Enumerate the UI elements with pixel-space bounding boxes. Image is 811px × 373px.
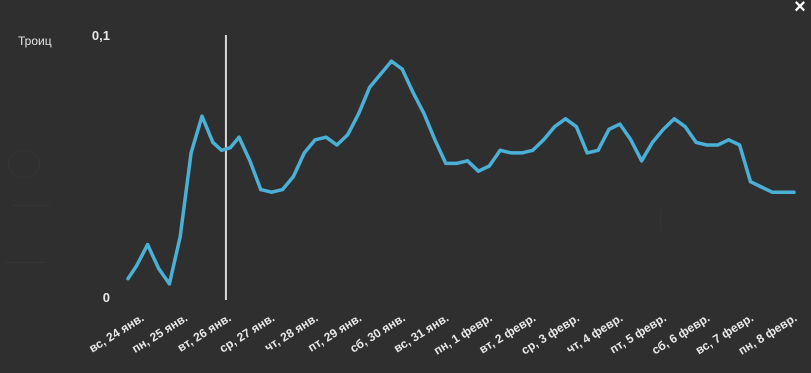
data-point[interactable] xyxy=(400,67,404,71)
data-point[interactable] xyxy=(661,127,666,131)
data-point[interactable] xyxy=(705,143,709,147)
data-point[interactable] xyxy=(716,143,720,147)
data-point[interactable] xyxy=(259,187,263,192)
data-point[interactable] xyxy=(476,169,481,173)
background-circle-decoration xyxy=(8,150,40,178)
data-point[interactable] xyxy=(585,151,589,155)
data-point[interactable] xyxy=(650,140,655,145)
close-icon[interactable]: × xyxy=(794,0,806,18)
data-point[interactable] xyxy=(455,161,459,165)
data-point[interactable] xyxy=(542,138,546,142)
data-point[interactable] xyxy=(694,140,698,145)
side-label: Троиц xyxy=(18,34,52,48)
data-point[interactable] xyxy=(563,117,568,121)
data-point[interactable] xyxy=(270,190,274,194)
data-point[interactable] xyxy=(248,159,252,163)
data-point[interactable] xyxy=(200,114,204,118)
data-point[interactable] xyxy=(126,277,130,281)
y-axis-ticks: 00,1 xyxy=(92,28,110,305)
data-point[interactable] xyxy=(552,125,557,129)
data-point[interactable] xyxy=(411,91,415,95)
data-point[interactable] xyxy=(135,263,139,268)
background-line-decoration xyxy=(660,210,661,230)
data-point[interactable] xyxy=(302,151,306,155)
data-point[interactable] xyxy=(237,135,241,139)
data-point[interactable] xyxy=(444,161,448,165)
data-point[interactable] xyxy=(465,159,470,163)
data-point[interactable] xyxy=(509,151,513,155)
data-point[interactable] xyxy=(792,190,796,194)
data-point[interactable] xyxy=(178,235,182,239)
data-point[interactable] xyxy=(145,243,150,247)
data-point[interactable] xyxy=(156,266,161,270)
data-point[interactable] xyxy=(727,138,731,142)
data-point[interactable] xyxy=(367,85,372,89)
data-point[interactable] xyxy=(228,146,232,150)
x-axis-ticks: вс, 24 янв.пн, 25 янв.вт, 26 янв.ср, 27 … xyxy=(86,311,799,358)
data-point[interactable] xyxy=(672,117,676,121)
data-point[interactable] xyxy=(487,164,491,168)
data-point[interactable] xyxy=(748,180,753,184)
data-point[interactable] xyxy=(683,125,687,129)
data-point[interactable] xyxy=(759,185,763,189)
data-point[interactable] xyxy=(389,59,393,63)
data-point[interactable] xyxy=(280,187,285,192)
data-point[interactable] xyxy=(291,174,296,179)
data-point[interactable] xyxy=(357,112,361,116)
data-point[interactable] xyxy=(531,148,535,152)
data-point[interactable] xyxy=(433,138,437,142)
background-line-decoration xyxy=(5,262,45,263)
data-point[interactable] xyxy=(189,151,193,155)
data-point[interactable] xyxy=(167,282,171,286)
background-line-decoration xyxy=(12,205,50,206)
y-tick-label: 0 xyxy=(103,290,110,305)
data-point[interactable] xyxy=(781,190,785,194)
data-point[interactable] xyxy=(335,143,339,147)
data-point[interactable] xyxy=(422,112,426,116)
data-point[interactable] xyxy=(219,148,224,152)
data-point[interactable] xyxy=(378,72,383,76)
data-point[interactable] xyxy=(607,127,611,131)
data-point[interactable] xyxy=(313,138,317,142)
data-point[interactable] xyxy=(596,148,600,152)
data-point[interactable] xyxy=(640,159,644,163)
data-point[interactable] xyxy=(574,125,578,129)
data-point[interactable] xyxy=(629,138,633,142)
series-layer xyxy=(126,59,796,286)
y-tick-label: 0,1 xyxy=(92,28,110,43)
data-point[interactable] xyxy=(498,148,502,152)
data-point[interactable] xyxy=(520,151,524,155)
data-point[interactable] xyxy=(737,143,742,147)
data-point[interactable] xyxy=(346,132,350,137)
data-point[interactable] xyxy=(324,135,328,139)
data-point[interactable] xyxy=(770,190,774,194)
data-point[interactable] xyxy=(211,140,215,145)
series-line[interactable] xyxy=(126,59,796,286)
data-point[interactable] xyxy=(618,122,622,126)
